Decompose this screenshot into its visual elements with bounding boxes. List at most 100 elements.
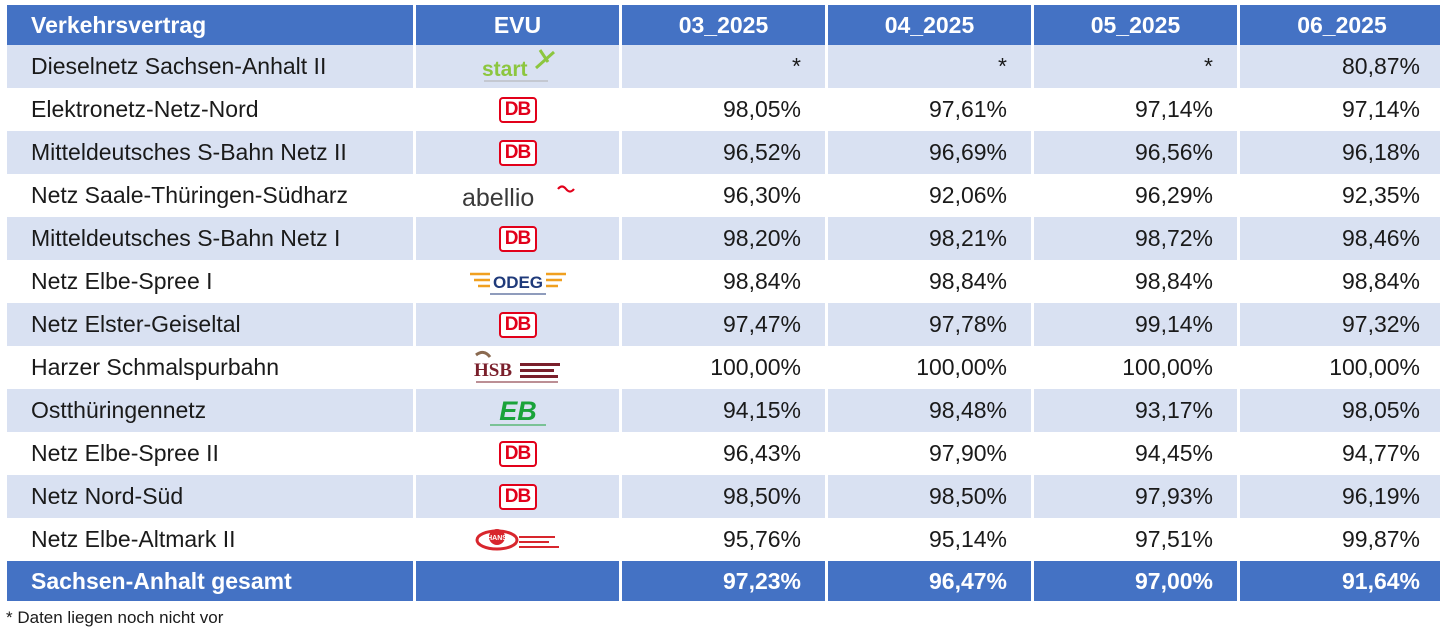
header-month-03: 03_2025: [622, 5, 825, 45]
value-cell: 97,78%: [828, 303, 1031, 346]
hans-logo-text: HANS: [487, 535, 507, 542]
header-evu: EVU: [416, 5, 619, 45]
value-cell: 95,14%: [828, 518, 1031, 561]
value-cell: 92,06%: [828, 174, 1031, 217]
db-logo: DB: [498, 484, 537, 511]
table-row: Ostthüringennetz EB 94,15% 98,48% 93,17%…: [7, 389, 1440, 432]
evu-cell: EB: [416, 389, 619, 432]
total-evu-cell: [416, 561, 619, 601]
evu-cell: DB: [416, 88, 619, 131]
table-row: Netz Elbe-Altmark II HANS 95,76% 95,14% …: [7, 518, 1440, 561]
db-logo: DB: [498, 140, 537, 167]
value-cell: 97,32%: [1240, 303, 1440, 346]
value-cell: 98,84%: [1240, 260, 1440, 303]
evu-cell: start: [416, 45, 619, 88]
table-row: Mitteldeutsches S-Bahn Netz I DB 98,20% …: [7, 217, 1440, 260]
value-cell: 94,77%: [1240, 432, 1440, 475]
contract-name: Dieselnetz Sachsen-Anhalt II: [7, 45, 413, 88]
value-cell: 100,00%: [828, 346, 1031, 389]
odeg-logo: ODEG: [469, 272, 566, 294]
contract-name: Netz Elster-Geiseltal: [7, 303, 413, 346]
total-value: 96,47%: [828, 561, 1031, 601]
contract-name: Netz Elbe-Spree II: [7, 432, 413, 475]
evu-cell: DB: [416, 217, 619, 260]
value-cell: 98,48%: [828, 389, 1031, 432]
value-cell: 98,50%: [622, 475, 825, 518]
contract-name: Ostthüringennetz: [7, 389, 413, 432]
hsb-logo-text: HSB: [474, 360, 512, 381]
value-cell: 96,19%: [1240, 475, 1440, 518]
db-logo: DB: [498, 97, 537, 124]
table-row: Netz Elbe-Spree I ODEG 98,84% 98,84% 98,…: [7, 260, 1440, 303]
table-row: Netz Elbe-Spree II DB 96,43% 97,90% 94,4…: [7, 432, 1440, 475]
value-cell: 94,15%: [622, 389, 825, 432]
evu-cell: DB: [416, 303, 619, 346]
value-cell: 97,51%: [1034, 518, 1237, 561]
evu-cell: DB: [416, 432, 619, 475]
value-cell: 98,46%: [1240, 217, 1440, 260]
total-value: 97,00%: [1034, 561, 1237, 601]
evu-cell: DB: [416, 131, 619, 174]
total-value: 97,23%: [622, 561, 825, 601]
odeg-logo-text: ODEG: [492, 273, 542, 292]
contract-name: Harzer Schmalspurbahn: [7, 346, 413, 389]
contract-name: Netz Elbe-Altmark II: [7, 518, 413, 561]
total-value: 91,64%: [1240, 561, 1440, 601]
value-cell: 98,72%: [1034, 217, 1237, 260]
abellio-logo-text: abellio: [462, 184, 534, 212]
table-row: Harzer Schmalspurbahn HSB 100,00% 100,00…: [7, 346, 1440, 389]
value-cell: 98,05%: [622, 88, 825, 131]
value-cell: 96,43%: [622, 432, 825, 475]
header-row: Verkehrsvertrag EVU 03_2025 04_2025 05_2…: [7, 5, 1440, 45]
value-cell: 98,50%: [828, 475, 1031, 518]
value-cell: 96,52%: [622, 131, 825, 174]
start-logo: start: [482, 48, 555, 81]
contract-name: Mitteldeutsches S-Bahn Netz II: [7, 131, 413, 174]
value-cell: 96,30%: [622, 174, 825, 217]
evu-cell: HSB: [416, 346, 619, 389]
header-month-05: 05_2025: [1034, 5, 1237, 45]
value-cell: *: [622, 45, 825, 88]
evu-cell: abellio: [416, 174, 619, 217]
total-label: Sachsen-Anhalt gesamt: [7, 561, 413, 601]
value-cell: 96,29%: [1034, 174, 1237, 217]
db-logo: DB: [498, 312, 537, 339]
total-row: Sachsen-Anhalt gesamt 97,23% 96,47% 97,0…: [7, 561, 1440, 601]
contract-name: Elektronetz-Netz-Nord: [7, 88, 413, 131]
value-cell: 95,76%: [622, 518, 825, 561]
value-cell: 96,18%: [1240, 131, 1440, 174]
contract-name: Netz Nord-Süd: [7, 475, 413, 518]
value-cell: 97,61%: [828, 88, 1031, 131]
value-cell: 94,45%: [1034, 432, 1237, 475]
value-cell: 96,56%: [1034, 131, 1237, 174]
contract-name: Mitteldeutsches S-Bahn Netz I: [7, 217, 413, 260]
value-cell: 96,69%: [828, 131, 1031, 174]
value-cell: 97,93%: [1034, 475, 1237, 518]
evu-cell: ODEG: [416, 260, 619, 303]
value-cell: 100,00%: [1240, 346, 1440, 389]
value-cell: 99,87%: [1240, 518, 1440, 561]
eb-logo-text: EB: [499, 396, 537, 426]
value-cell: 98,05%: [1240, 389, 1440, 432]
evu-cell: HANS: [416, 518, 619, 561]
header-verkehrsvertrag: Verkehrsvertrag: [7, 5, 413, 45]
header-month-04: 04_2025: [828, 5, 1031, 45]
table-row: Netz Nord-Süd DB 98,50% 98,50% 97,93% 96…: [7, 475, 1440, 518]
value-cell: 98,84%: [1034, 260, 1237, 303]
footnote: * Daten liegen noch nicht vor: [6, 608, 224, 627]
hsb-logo: HSB: [474, 350, 560, 382]
eb-logo: EB: [489, 396, 546, 426]
db-logo: DB: [498, 226, 537, 253]
value-cell: 97,14%: [1034, 88, 1237, 131]
value-cell: 98,84%: [828, 260, 1031, 303]
contract-name: Netz Elbe-Spree I: [7, 260, 413, 303]
value-cell: 97,47%: [622, 303, 825, 346]
hans-logo: HANS: [475, 528, 559, 550]
start-logo-text: start: [482, 58, 528, 81]
value-cell: *: [1034, 45, 1237, 88]
value-cell: 98,20%: [622, 217, 825, 260]
value-cell: 97,90%: [828, 432, 1031, 475]
table-row: Mitteldeutsches S-Bahn Netz II DB 96,52%…: [7, 131, 1440, 174]
value-cell: 100,00%: [622, 346, 825, 389]
